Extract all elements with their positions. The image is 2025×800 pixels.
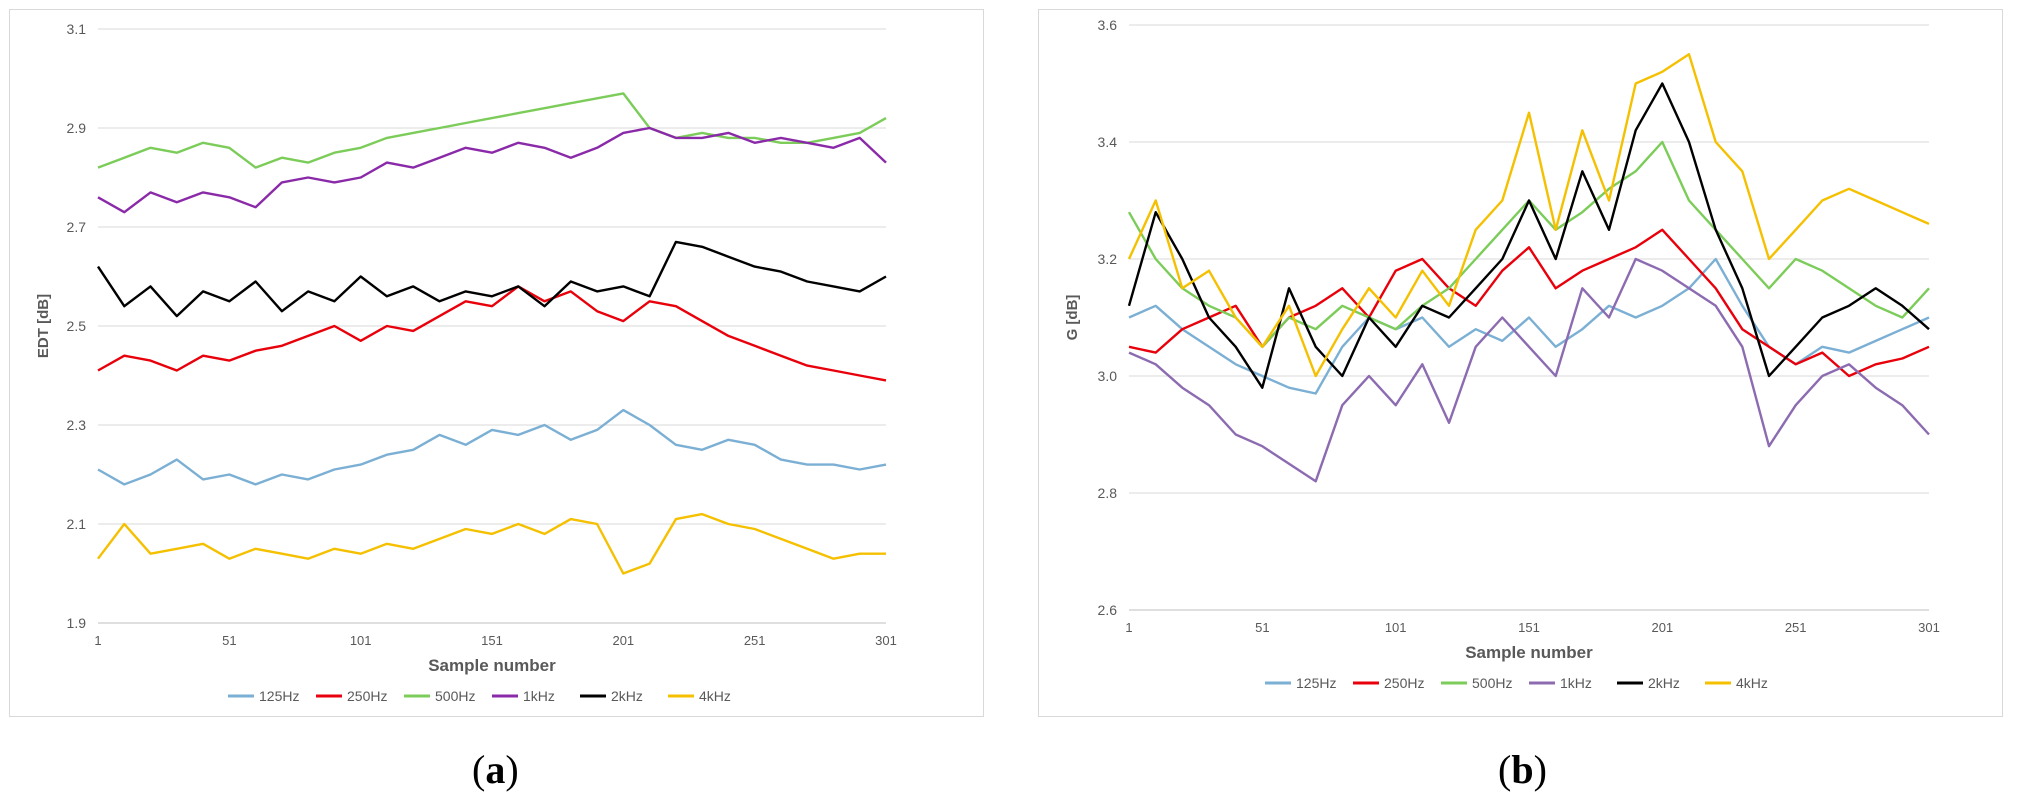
legend-item-125hz: 125Hz (228, 688, 299, 704)
legend-item-1khz: 1kHz (492, 688, 555, 704)
y-tick-label: 1.9 (67, 615, 87, 631)
x-tick-label: 201 (612, 633, 634, 648)
series-line-4khz (1127, 53, 1930, 378)
x-axis-title: Sample number (1465, 643, 1593, 662)
legend-item-125hz: 125Hz (1265, 675, 1336, 691)
x-axis-title: Sample number (428, 656, 556, 675)
series-line-250hz (97, 285, 887, 382)
legend-label: 4kHz (699, 688, 731, 704)
chart-panel-a: 1.9 2.1 2.3 2.5 2.7 2.9 3.1 1 51 101 151 201 251 301 S… (9, 9, 984, 717)
y-axis-title: G [dB] (1064, 295, 1081, 341)
legend-item-1khz: 1kHz (1529, 675, 1592, 691)
legend-label: 1kHz (1560, 675, 1592, 691)
y-tick-label: 3.4 (1098, 134, 1118, 150)
x-tick-label: 101 (1385, 620, 1407, 635)
y-tick-label: 2.8 (1098, 485, 1118, 501)
legend-label: 1kHz (523, 688, 555, 704)
y-tick-label: 2.7 (67, 219, 87, 235)
legend-label: 2kHz (1648, 675, 1680, 691)
legend-label: 4kHz (1736, 675, 1768, 691)
chart-panel-b: 2.6 2.8 3.0 3.2 3.4 3.6 1 51 101 151 201 251 301 Samp… (1038, 9, 2003, 717)
y-tick-label: 2.3 (67, 417, 87, 433)
x-tick-label: 301 (875, 633, 897, 648)
series-line-2khz (97, 240, 887, 318)
x-tick-label: 201 (1651, 620, 1673, 635)
edt-line-chart: 1.92.12.32.52.72.93.11 51 101 151 201 251 301S… (35, 21, 897, 704)
legend-item-500hz: 500Hz (404, 688, 475, 704)
legend-label: 125Hz (259, 688, 299, 704)
x-tick-label: 151 (1518, 620, 1540, 635)
x-tick-label: 51 (1255, 620, 1269, 635)
series-line-1khz (1128, 257, 1930, 483)
y-tick-label: 2.1 (67, 516, 87, 532)
series-line-500hz (97, 92, 887, 169)
y-tick-label: 3.2 (1098, 251, 1118, 267)
g-line-chart: 2.62.83.03.23.43.61 51 101 151 201 251 301Samp… (1064, 17, 1940, 691)
x-tick-label: 101 (350, 633, 372, 648)
panel-caption-a: (a) (472, 747, 519, 792)
series-line-250hz (1128, 228, 1930, 378)
panel-caption-b: (b) (1498, 747, 1547, 792)
legend-item-250hz: 250Hz (316, 688, 387, 704)
legend-label: 500Hz (1472, 675, 1512, 691)
y-tick-label: 2.9 (67, 120, 87, 136)
legend-item-250hz: 250Hz (1353, 675, 1424, 691)
legend-label: 500Hz (435, 688, 475, 704)
legend-label: 125Hz (1296, 675, 1336, 691)
legend-item-2khz: 2kHz (580, 688, 643, 704)
legend-item-2khz: 2kHz (1617, 675, 1680, 691)
series-line-2khz (1127, 82, 1930, 389)
legend-item-4khz: 4kHz (668, 688, 731, 704)
y-tick-label: 3.1 (67, 21, 87, 37)
y-tick-label: 3.6 (1098, 17, 1118, 33)
x-tick-label: 51 (222, 633, 236, 648)
x-tick-label: 1 (94, 633, 101, 648)
x-tick-label: 301 (1918, 620, 1940, 635)
legend-label: 2kHz (611, 688, 643, 704)
y-tick-label: 2.6 (1098, 602, 1118, 618)
y-tick-label: 3.0 (1098, 368, 1118, 384)
legend-label: 250Hz (347, 688, 387, 704)
series-line-1khz (97, 126, 887, 214)
y-axis-title: EDT [dB] (35, 294, 52, 358)
legend-label: 250Hz (1384, 675, 1424, 691)
x-tick-label: 151 (481, 633, 503, 648)
series-line-500hz (1127, 140, 1930, 348)
x-tick-label: 1 (1125, 620, 1132, 635)
legend-item-500hz: 500Hz (1441, 675, 1512, 691)
series-line-125hz (97, 408, 887, 486)
y-tick-label: 2.5 (67, 318, 87, 334)
legend-item-4khz: 4kHz (1705, 675, 1768, 691)
series-line-4khz (97, 512, 886, 575)
x-tick-label: 251 (1785, 620, 1807, 635)
x-tick-label: 251 (744, 633, 766, 648)
